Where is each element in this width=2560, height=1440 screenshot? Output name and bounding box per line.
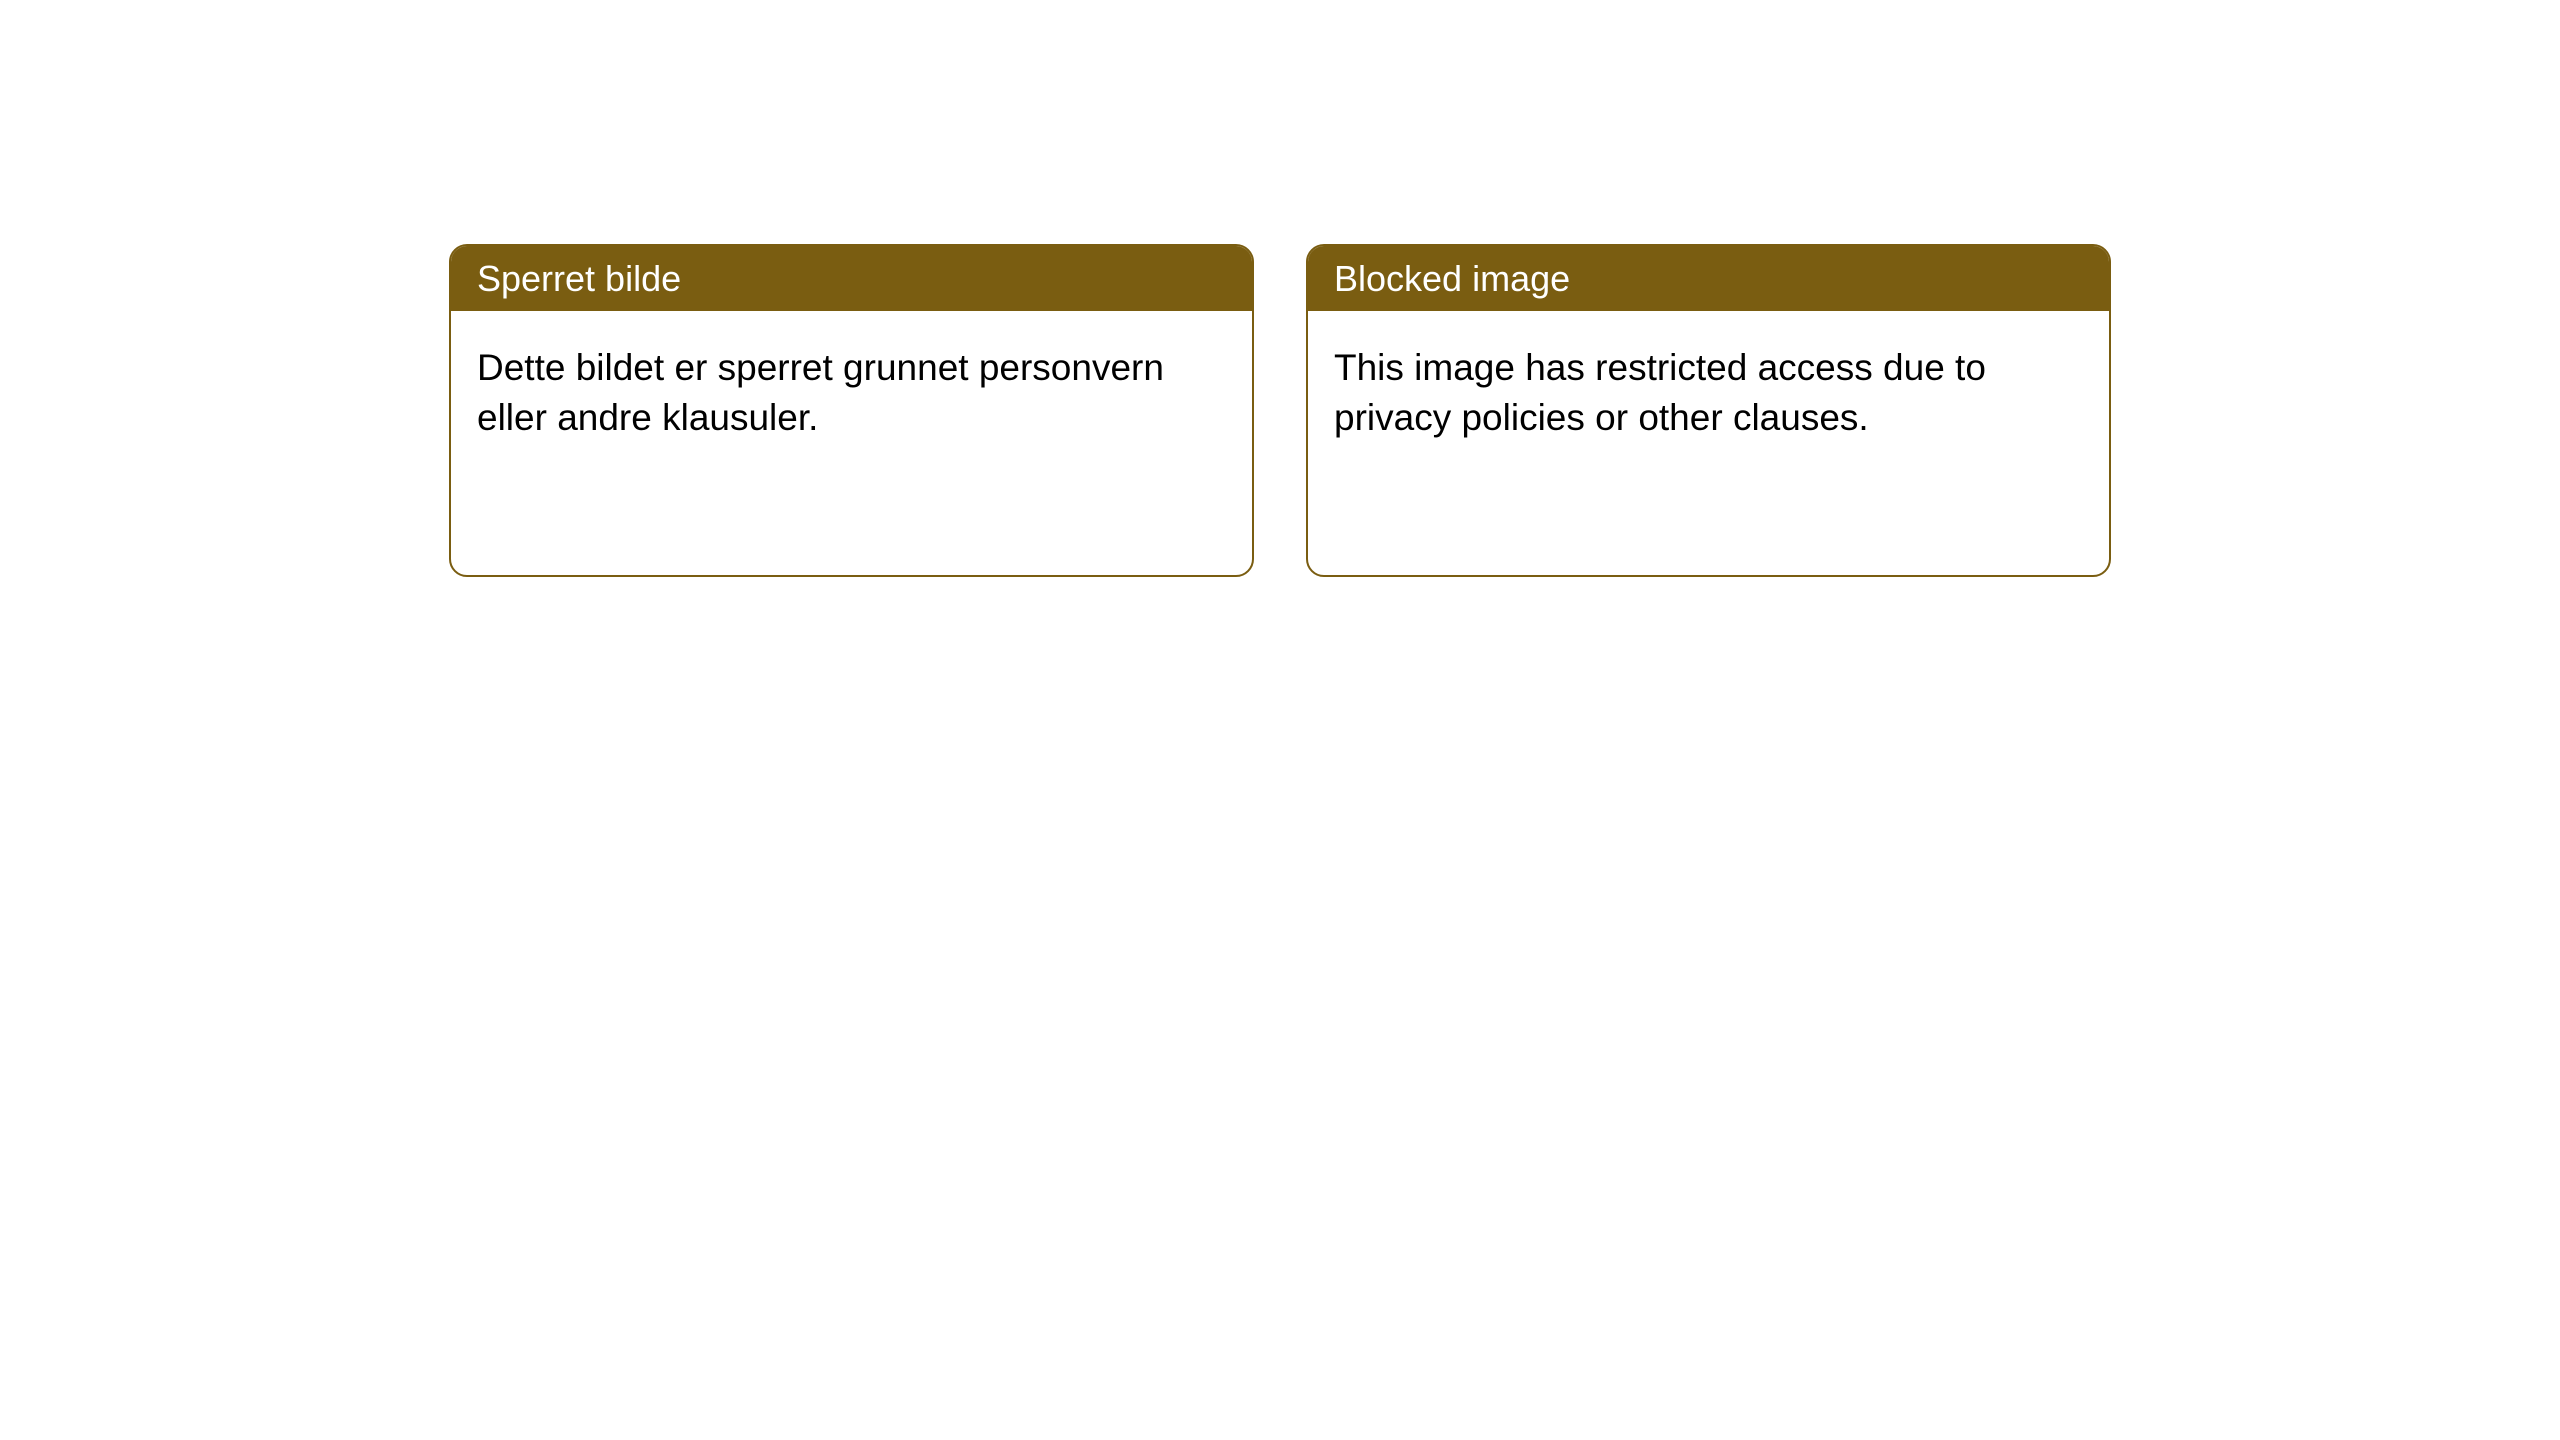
notice-title: Blocked image xyxy=(1308,246,2109,311)
notice-body: This image has restricted access due to … xyxy=(1308,311,2109,475)
notice-body: Dette bildet er sperret grunnet personve… xyxy=(451,311,1252,475)
notice-title: Sperret bilde xyxy=(451,246,1252,311)
notice-box-english: Blocked image This image has restricted … xyxy=(1306,244,2111,577)
notice-container: Sperret bilde Dette bildet er sperret gr… xyxy=(0,0,2560,577)
notice-box-norwegian: Sperret bilde Dette bildet er sperret gr… xyxy=(449,244,1254,577)
